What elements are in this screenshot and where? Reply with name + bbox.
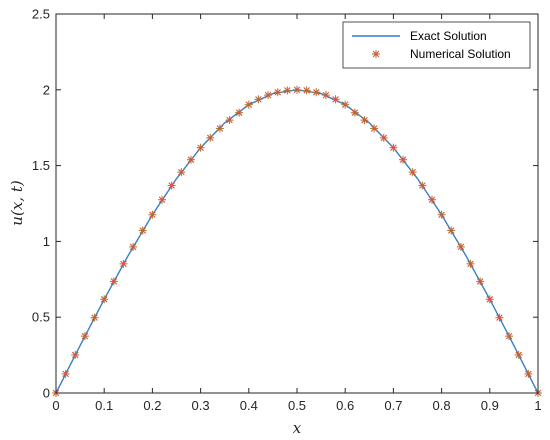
x-tick-label: 0.7 [384,398,402,413]
legend-exact-label: Exact Solution [410,29,487,43]
numerical-solution-point [186,155,195,164]
numerical-solution-point [514,350,523,359]
numerical-solution-point [505,332,514,341]
legend-box [342,21,531,69]
numerical-solution-point [437,210,446,219]
legend: Exact Solution Numerical Solution [342,21,531,69]
plot-area [56,14,538,393]
x-tick-label: 0.6 [336,398,354,413]
numerical-solution-point [399,155,408,164]
numerical-solution-point [90,313,99,322]
numerical-solution-point [350,108,359,117]
numerical-solution-point [273,88,282,97]
numerical-solution-point [418,181,427,190]
x-tick-label: 0.9 [481,398,499,413]
numerical-solution-point [80,332,89,341]
numerical-solution-point [71,350,80,359]
x-axis-label: x [293,419,302,437]
numerical-solution-point [293,85,301,94]
x-tick-label: 0.2 [143,398,161,413]
numerical-solution-point [264,91,273,100]
numerical-solution-point [61,369,70,378]
numerical-solution-point [206,133,215,142]
numerical-solution-point [524,369,533,378]
numerical-solution-point [109,277,118,286]
ticks-layer: 0 0.1 0.2 0.3 0.4 0.5 0.6 0.7 0.8 0.9 1 0 0.5 1 1.5 2 2.… [32,7,542,414]
series-layer [52,85,542,397]
numerical-solution-point [476,277,485,286]
numerical-solution-point [321,91,330,100]
numerical-solution-point [148,210,157,219]
x-tick-label: 0.8 [433,398,451,413]
numerical-solution-point [302,86,311,95]
y-tick-label: 2 [43,82,50,97]
numerical-solution-point [283,86,292,95]
x-tick-label: 0.5 [288,398,306,413]
x-tick-label: 0.1 [95,398,113,413]
legend-asterisk [372,50,380,58]
x-tick-label: 0.4 [240,398,258,413]
numerical-solution-point [235,108,244,117]
numerical-solution-point [119,259,128,268]
numerical-solution-point [100,295,109,304]
x-tick-label: 1 [534,398,541,413]
y-axis-label: u(x, t) [8,180,26,226]
numerical-solution-point [158,195,167,204]
numerical-solution-point [408,168,417,177]
numerical-solution-point [495,313,504,322]
x-tick-label: 0.3 [192,398,210,413]
y-tick-label: 2.5 [32,7,50,22]
numerical-solution-point [129,242,138,251]
numerical-solution-point [389,143,398,152]
numerical-solution-point [167,181,176,190]
numerical-solution-point [447,226,456,235]
y-tick-label: 1.5 [32,158,50,173]
numerical-solution-point [312,88,321,97]
numerical-solution-point [331,95,340,104]
legend-numerical-marker-sample [372,50,380,58]
numerical-solution-point [196,143,205,152]
y-tick-label: 1 [43,234,50,249]
numerical-solution-point [485,295,494,304]
numerical-solution-point [370,124,379,133]
numerical-solution-point [360,116,369,125]
numerical-solution-point [379,133,388,142]
numerical-solution-point [177,168,186,177]
x-tick-label: 0 [52,398,59,413]
legend-numerical-label: Numerical Solution [410,47,511,61]
numerical-solution-point [466,259,475,268]
numerical-solution-point [244,100,253,109]
numerical-solution-point [254,95,263,104]
numerical-solution-point [215,124,224,133]
numerical-solution-point [456,242,465,251]
numerical-solution-point [225,116,234,125]
numerical-solution-point [341,100,350,109]
y-tick-label: 0 [43,386,50,401]
numerical-solution-point [427,195,436,204]
numerical-solution-point [138,226,147,235]
y-tick-label: 0.5 [32,310,50,325]
